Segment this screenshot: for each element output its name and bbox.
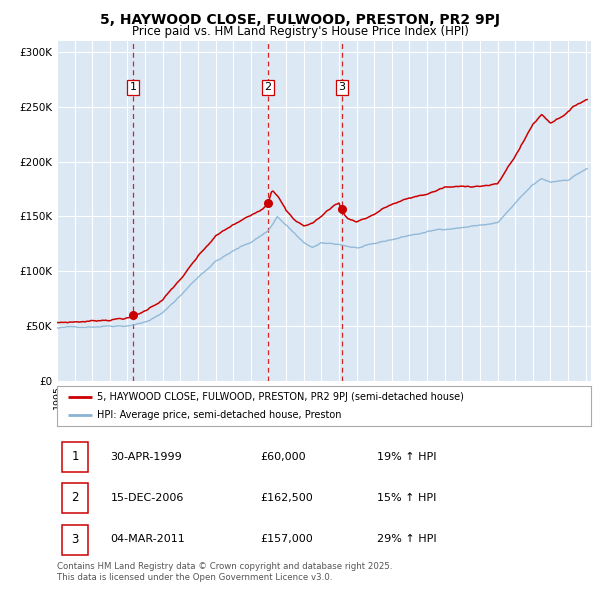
Text: 04-MAR-2011: 04-MAR-2011 bbox=[110, 535, 185, 544]
Text: Contains HM Land Registry data © Crown copyright and database right 2025.
This d: Contains HM Land Registry data © Crown c… bbox=[57, 562, 392, 582]
Text: Price paid vs. HM Land Registry's House Price Index (HPI): Price paid vs. HM Land Registry's House … bbox=[131, 25, 469, 38]
FancyBboxPatch shape bbox=[62, 442, 88, 472]
Text: 1: 1 bbox=[71, 450, 79, 463]
FancyBboxPatch shape bbox=[62, 525, 88, 555]
Text: HPI: Average price, semi-detached house, Preston: HPI: Average price, semi-detached house,… bbox=[97, 410, 341, 420]
Text: 19% ↑ HPI: 19% ↑ HPI bbox=[377, 452, 437, 461]
Text: 3: 3 bbox=[338, 82, 346, 92]
Text: £60,000: £60,000 bbox=[260, 452, 305, 461]
Text: 15% ↑ HPI: 15% ↑ HPI bbox=[377, 493, 437, 503]
Text: 1: 1 bbox=[130, 82, 137, 92]
Text: 2: 2 bbox=[71, 491, 79, 504]
Text: 5, HAYWOOD CLOSE, FULWOOD, PRESTON, PR2 9PJ (semi-detached house): 5, HAYWOOD CLOSE, FULWOOD, PRESTON, PR2 … bbox=[97, 392, 464, 402]
Text: £162,500: £162,500 bbox=[260, 493, 313, 503]
Text: 3: 3 bbox=[71, 533, 79, 546]
Text: 29% ↑ HPI: 29% ↑ HPI bbox=[377, 535, 437, 544]
Text: 30-APR-1999: 30-APR-1999 bbox=[110, 452, 182, 461]
Text: £157,000: £157,000 bbox=[260, 535, 313, 544]
Text: 15-DEC-2006: 15-DEC-2006 bbox=[110, 493, 184, 503]
Text: 5, HAYWOOD CLOSE, FULWOOD, PRESTON, PR2 9PJ: 5, HAYWOOD CLOSE, FULWOOD, PRESTON, PR2 … bbox=[100, 13, 500, 27]
FancyBboxPatch shape bbox=[62, 483, 88, 513]
Text: 2: 2 bbox=[264, 82, 271, 92]
